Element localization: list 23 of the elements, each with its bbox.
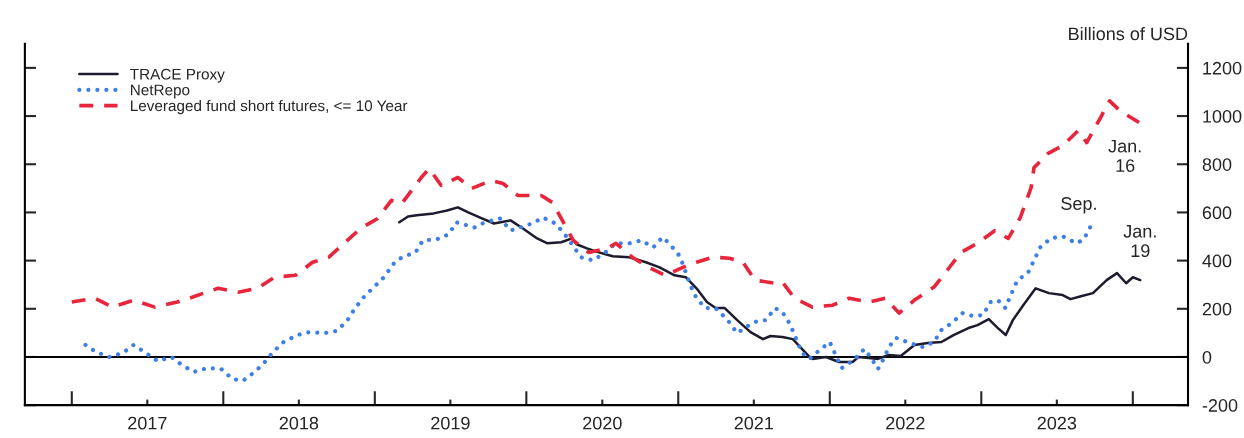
x-tick-label: 2019 [431,416,470,430]
y-tick-label: 200 [1202,302,1232,316]
y-tick-label: 0 [1202,350,1212,364]
line-series [83,215,1093,383]
y-tick-label: 800 [1202,158,1232,171]
legend-label: Leveraged fund short futures, <= 10 Year [131,99,408,115]
x-tick-label: 2023 [1037,416,1077,430]
legend-label: TRACE Proxy [130,68,225,83]
x-tick-label: 2021 [734,416,774,430]
y-tick-label: -200 [1202,399,1238,412]
x-tick-label: 2020 [583,416,622,430]
x-tick-label: 2022 [886,416,925,430]
annotation: Jan. 19 [1123,225,1156,258]
annotation: Jan. 16 [1108,139,1141,172]
x-tick-label: 2018 [279,416,319,430]
y-tick-label: 1200 [1203,61,1242,75]
x-tick-label: 2017 [128,416,167,430]
y-tick-label: 1000 [1203,110,1242,123]
y-axis-title: Billions of USD [1069,26,1188,41]
y-tick-label: 400 [1202,254,1232,268]
annotation: Sep. [1061,197,1096,214]
y-tick-label: 600 [1202,206,1232,220]
legend-label: NetRepo [131,84,190,99]
